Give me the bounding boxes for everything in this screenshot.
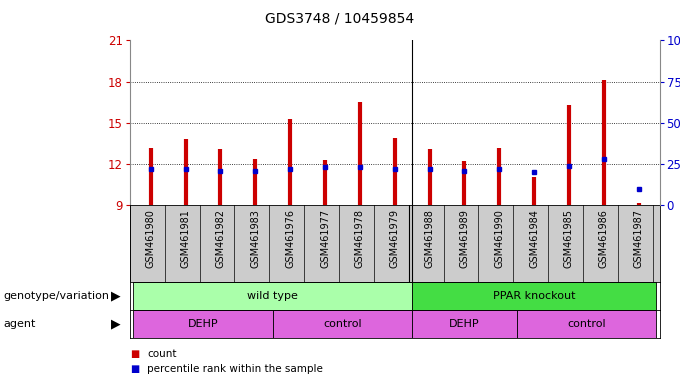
Text: ■: ■ [130,364,139,374]
Text: ▶: ▶ [112,290,121,303]
Text: ■: ■ [130,349,139,359]
Text: GSM461984: GSM461984 [529,209,539,268]
Text: DEHP: DEHP [449,319,480,329]
Text: control: control [323,319,362,329]
Text: DEHP: DEHP [188,319,218,329]
Bar [517,310,656,338]
Bar [412,310,517,338]
Text: GSM461982: GSM461982 [216,209,226,268]
Bar [412,282,656,310]
Text: wild type: wild type [248,291,299,301]
Text: ▶: ▶ [112,318,121,331]
Bar [133,282,412,310]
Text: genotype/variation: genotype/variation [3,291,109,301]
Text: GSM461980: GSM461980 [146,209,156,268]
Text: control: control [567,319,606,329]
Bar [133,310,273,338]
Text: GSM461987: GSM461987 [634,209,644,268]
Text: GSM461979: GSM461979 [390,209,400,268]
Bar [273,310,412,338]
Text: GSM461976: GSM461976 [285,209,295,268]
Text: GSM461977: GSM461977 [320,209,330,268]
Text: GSM461981: GSM461981 [181,209,190,268]
Text: PPAR knockout: PPAR knockout [493,291,575,301]
Text: GSM461985: GSM461985 [564,209,574,268]
Text: GSM461989: GSM461989 [460,209,469,268]
Text: count: count [147,349,176,359]
Text: GSM461988: GSM461988 [424,209,435,268]
Text: GSM461983: GSM461983 [250,209,260,268]
Text: GSM461978: GSM461978 [355,209,365,268]
Text: GSM461990: GSM461990 [494,209,505,268]
Text: percentile rank within the sample: percentile rank within the sample [147,364,323,374]
Text: agent: agent [3,319,36,329]
Text: GSM461986: GSM461986 [599,209,609,268]
Text: GDS3748 / 10459854: GDS3748 / 10459854 [265,12,415,25]
